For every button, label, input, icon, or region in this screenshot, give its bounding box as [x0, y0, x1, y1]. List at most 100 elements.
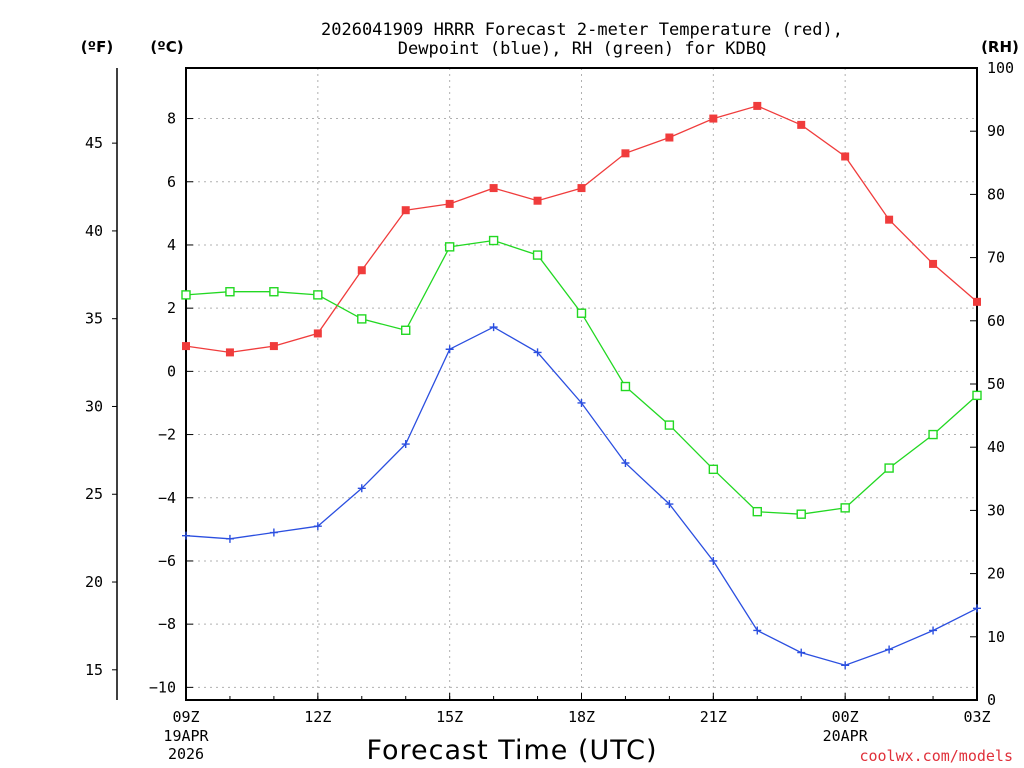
dewpoint-point — [225, 534, 234, 543]
dewpoint-point — [489, 323, 498, 332]
dewpoint-point — [577, 398, 586, 407]
relative-humidity-point — [357, 314, 367, 324]
relative-humidity-point — [225, 287, 235, 297]
celsius-tick-label: 6 — [167, 173, 176, 191]
celsius-unit-label: (ºC) — [150, 38, 183, 56]
fahrenheit-tick-label: 15 — [85, 661, 103, 679]
temperature-point — [973, 297, 981, 306]
grid-lines — [186, 68, 977, 700]
dewpoint-point — [797, 648, 806, 657]
chart-subtitle: Dewpoint (blue), RH (green) for KDBQ — [398, 39, 766, 59]
x-tick-label: 00Z — [832, 708, 859, 726]
x-year-label: 2026 — [168, 745, 204, 763]
rh-unit-label: (RH) — [981, 38, 1019, 56]
relative-humidity-point — [269, 287, 279, 297]
dewpoint-series — [182, 323, 981, 670]
dewpoint-point — [533, 348, 542, 357]
temperature-point — [401, 206, 410, 215]
temperature-point — [709, 114, 718, 123]
rh-tick-label: 70 — [987, 249, 1005, 267]
axis-ticks: 86420−2−4−6−8−10454035302520151009080706… — [85, 59, 1014, 763]
dewpoint-point — [401, 440, 410, 449]
relative-humidity-point — [664, 420, 675, 430]
temperature-point — [621, 149, 630, 158]
relative-humidity-point — [313, 290, 323, 300]
rh-tick-label: 30 — [987, 501, 1005, 519]
rh-tick-label: 50 — [987, 375, 1005, 393]
dewpoint-point — [753, 626, 762, 635]
dewpoint-point — [621, 459, 630, 467]
rh-tick-label: 0 — [987, 691, 996, 709]
dewpoint-point — [665, 500, 674, 509]
fahrenheit-unit-label: (ºF) — [81, 38, 113, 56]
relative-humidity-point — [401, 325, 411, 335]
rh-tick-label: 10 — [987, 628, 1005, 646]
relative-humidity-point — [708, 464, 719, 475]
source-credit: coolwx.com/models — [859, 747, 1013, 765]
relative-humidity-point — [796, 509, 806, 519]
relative-humidity-point — [488, 235, 499, 246]
celsius-tick-label: −4 — [158, 489, 176, 507]
rh-tick-label: 90 — [987, 122, 1005, 140]
fahrenheit-tick-label: 30 — [85, 397, 103, 415]
temperature-point — [665, 133, 674, 142]
dewpoint-point — [269, 528, 278, 537]
temperature-point — [182, 342, 190, 351]
temperature-point — [269, 342, 278, 351]
chart-title: 2026041909 HRRR Forecast 2-meter Tempera… — [321, 20, 843, 40]
dewpoint-point — [182, 531, 190, 540]
dewpoint-point — [357, 484, 366, 493]
relative-humidity-point — [620, 381, 631, 392]
temperature-point — [533, 196, 542, 205]
fahrenheit-tick-label: 45 — [85, 134, 103, 152]
celsius-tick-label: −6 — [158, 552, 176, 570]
celsius-tick-label: 0 — [167, 362, 176, 380]
x-tick-label: 15Z — [436, 708, 463, 726]
temperature-series — [182, 101, 981, 357]
plot-frame — [185, 67, 978, 701]
rh-tick-label: 80 — [987, 185, 1005, 203]
x-tick-label: 03Z — [963, 708, 990, 726]
rh-tick-label: 100 — [987, 59, 1014, 77]
fahrenheit-tick-label: 25 — [85, 485, 103, 503]
fahrenheit-tick-label: 35 — [85, 310, 103, 328]
celsius-tick-label: 4 — [167, 236, 176, 254]
x-date-label: 20APR — [823, 727, 869, 745]
fahrenheit-tick-label: 20 — [85, 573, 103, 591]
temperature-point — [929, 259, 938, 268]
celsius-tick-label: −8 — [158, 615, 176, 633]
rh-tick-label: 40 — [987, 438, 1005, 456]
temperature-point — [797, 120, 806, 129]
relative-humidity-series — [181, 235, 982, 519]
relative-humidity-point — [972, 390, 982, 401]
fahrenheit-tick-label: 40 — [85, 222, 103, 240]
celsius-tick-label: −2 — [158, 426, 176, 444]
celsius-tick-label: 8 — [167, 110, 176, 128]
x-axis-title: Forecast Time (UTC) — [366, 735, 657, 766]
relative-humidity-line — [185, 239, 978, 515]
data-series — [181, 101, 982, 670]
x-tick-label: 12Z — [304, 708, 331, 726]
relative-humidity-point — [752, 506, 762, 517]
dewpoint-point — [313, 522, 322, 531]
temperature-point — [489, 184, 498, 193]
relative-humidity-point — [444, 242, 455, 252]
relative-humidity-point — [840, 503, 850, 513]
relative-humidity-point — [928, 429, 938, 440]
dewpoint-point — [929, 626, 938, 635]
x-date-label: 19APR — [163, 727, 209, 745]
temperature-point — [225, 348, 234, 357]
x-tick-label: 09Z — [172, 708, 199, 726]
temperature-point — [885, 215, 894, 224]
relative-humidity-point — [181, 290, 191, 300]
temperature-point — [753, 101, 762, 110]
relative-humidity-point — [576, 308, 587, 318]
temperature-point — [577, 184, 586, 193]
celsius-tick-label: 2 — [167, 299, 176, 317]
x-tick-label: 21Z — [700, 708, 727, 726]
temperature-point — [357, 266, 366, 275]
dewpoint-point — [973, 604, 981, 613]
rh-tick-label: 60 — [987, 312, 1005, 330]
celsius-tick-label: −10 — [149, 678, 176, 696]
